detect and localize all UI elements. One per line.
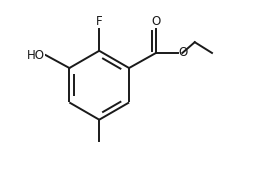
Text: O: O bbox=[151, 15, 161, 28]
Text: HO: HO bbox=[27, 49, 45, 62]
Text: F: F bbox=[96, 15, 102, 28]
Text: O: O bbox=[179, 46, 188, 60]
